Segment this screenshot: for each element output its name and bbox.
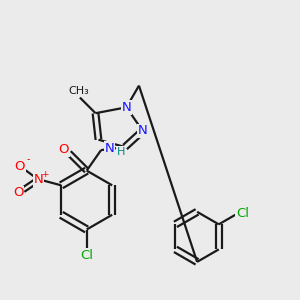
Text: O: O [14,160,25,173]
Text: O: O [13,186,24,200]
Text: -: - [26,154,29,164]
Text: +: + [41,170,49,179]
Text: O: O [58,143,69,157]
Text: CH₃: CH₃ [68,86,89,96]
Text: Cl: Cl [80,249,93,262]
Text: N: N [105,142,114,155]
Text: N: N [122,101,131,114]
Text: Cl: Cl [236,207,249,220]
Text: H: H [117,147,125,157]
Text: N: N [138,124,148,137]
Text: N: N [34,173,43,186]
